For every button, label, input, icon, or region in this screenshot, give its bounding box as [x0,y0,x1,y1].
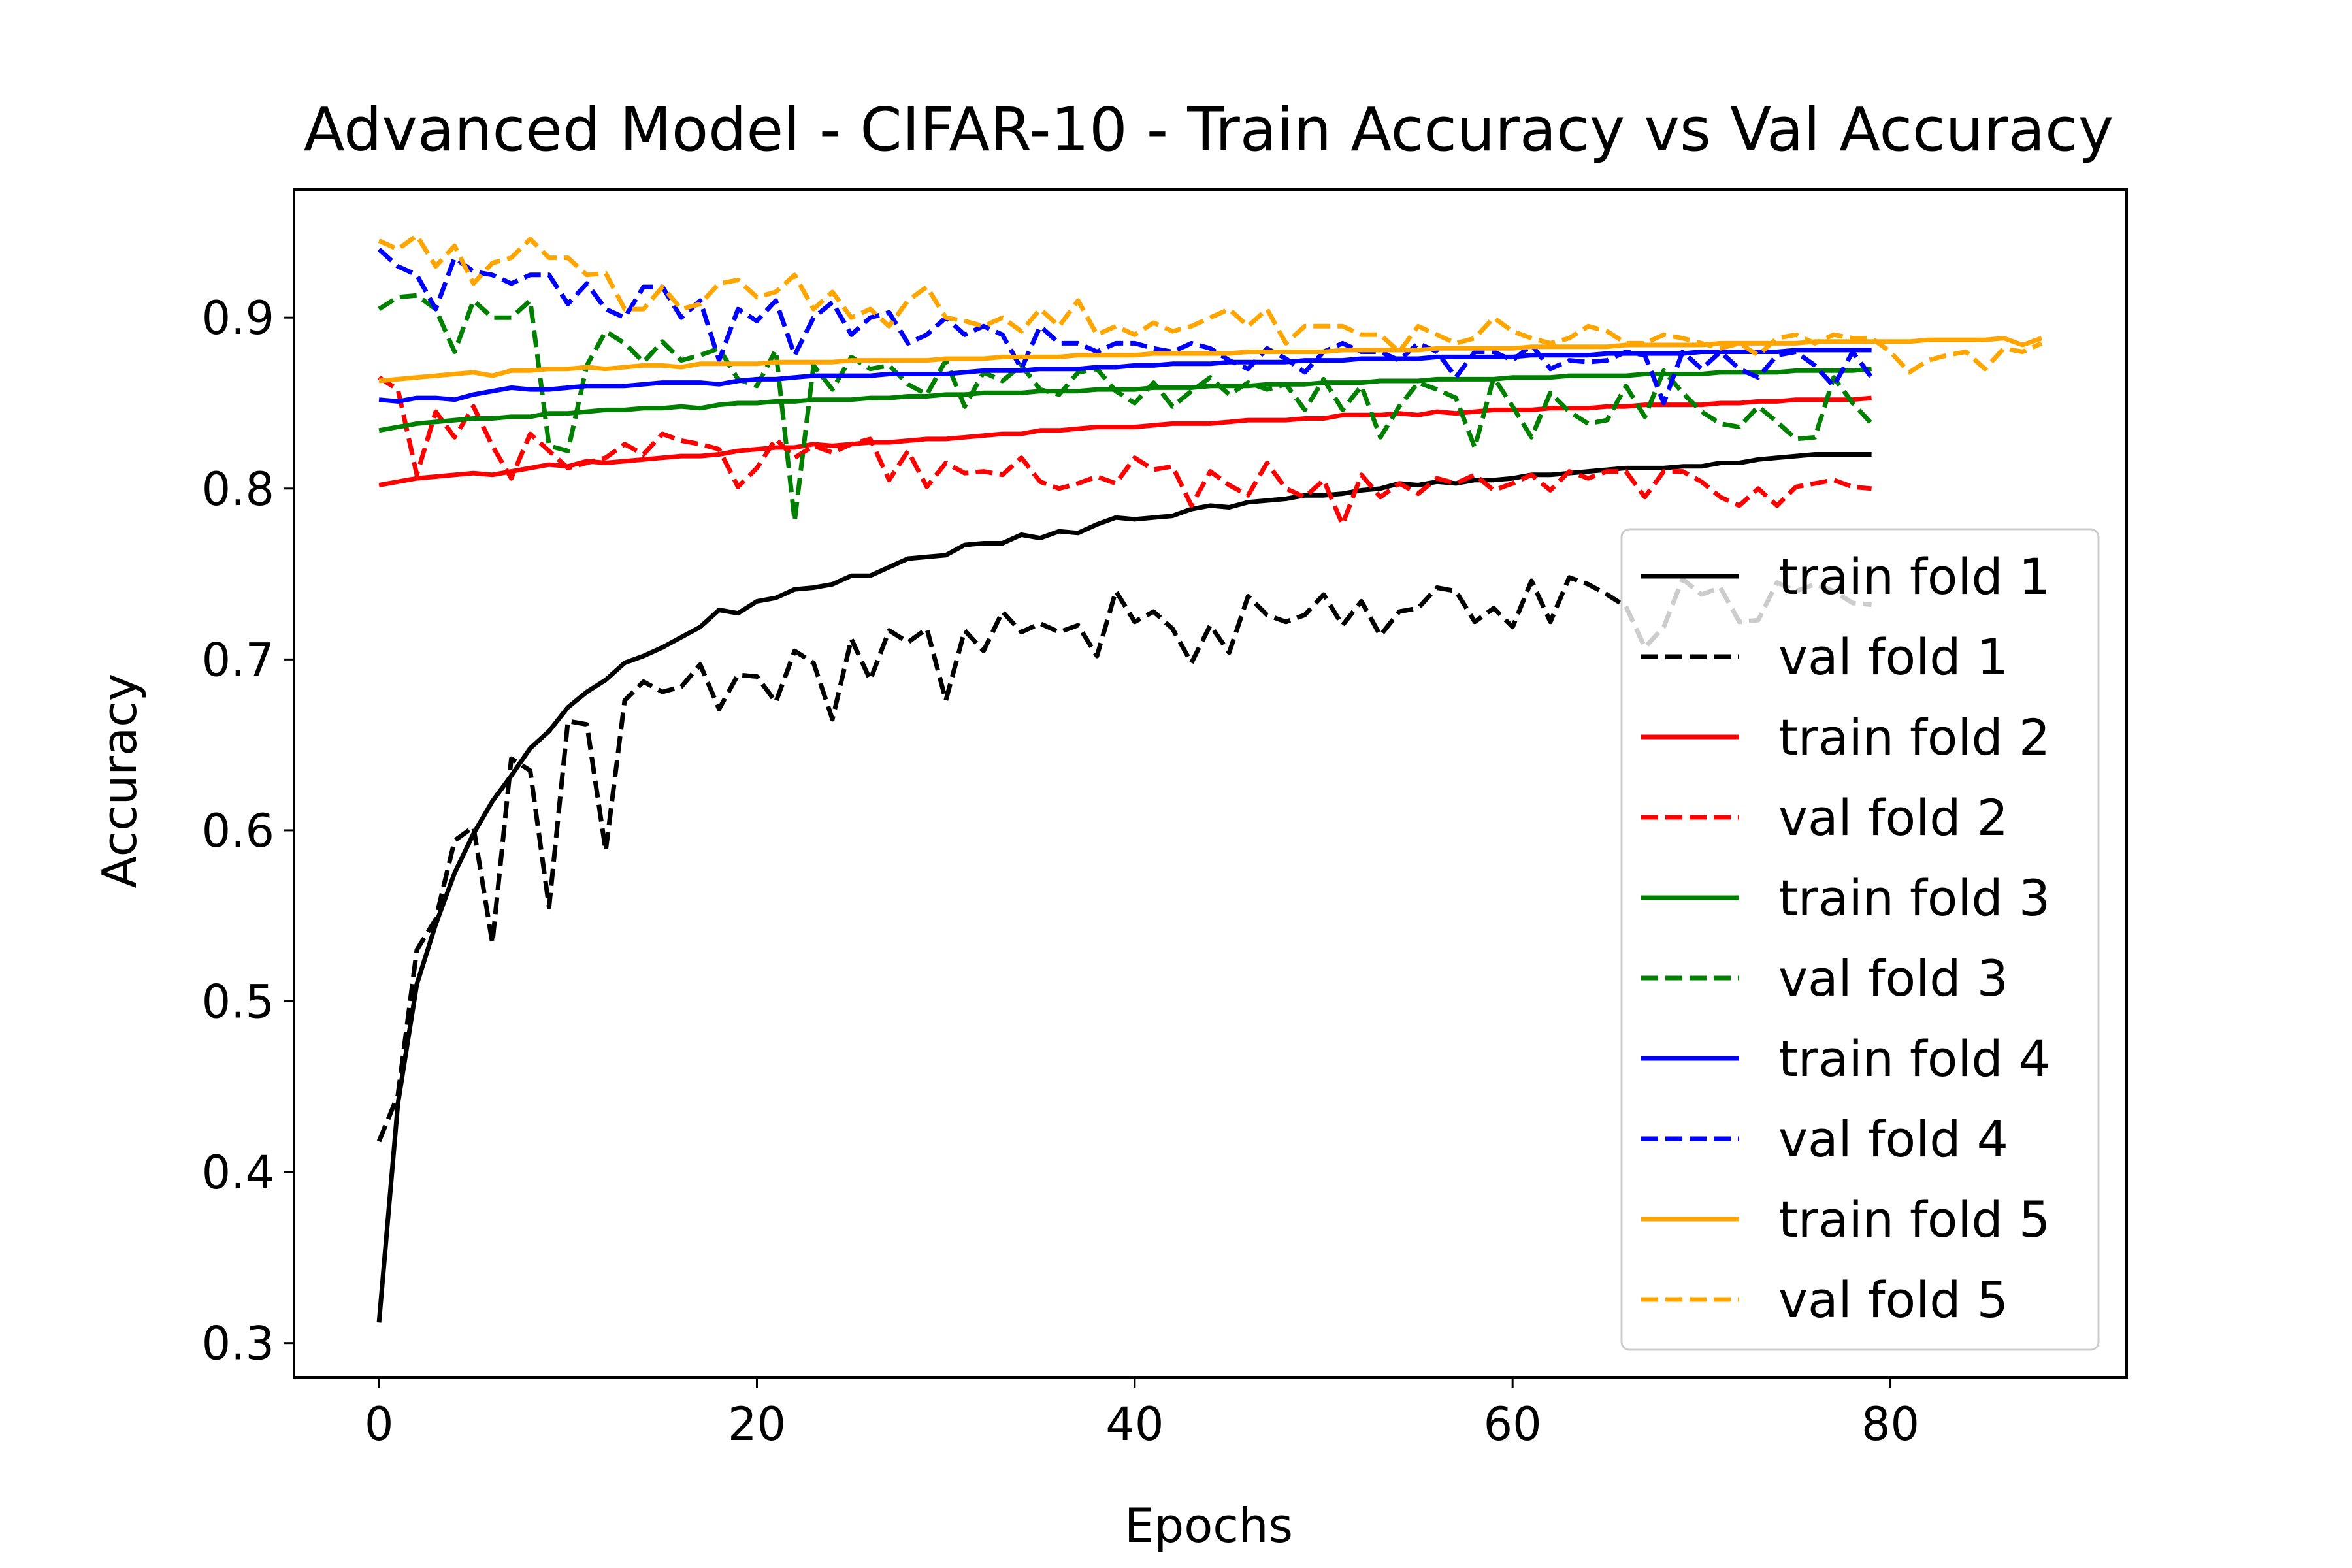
val-fold-2-line [378,375,1872,527]
val-fold-1-line [376,575,1872,1143]
train-fold-5-line [378,336,2043,384]
chart-title: Advanced Model - CIFAR-10 - Train Accura… [304,95,2114,165]
legend-label-val-fold-4: val fold 4 [1778,1110,2008,1168]
train-fold-2-line [378,395,1872,487]
axis-ticks: 0 20 40 60 80 0.3 0.4 0.5 0.6 0.7 0.8 0.9 [202,291,1919,1451]
legend-label-train-fold-2: train fold 2 [1778,708,2050,766]
legend-label-train-fold-1: train fold 1 [1778,547,2050,606]
legend-label-train-fold-3: train fold 3 [1778,869,2050,927]
x-tick-label: 20 [728,1397,786,1451]
x-tick-label: 60 [1484,1397,1542,1451]
val-fold-4-line [377,248,1874,406]
y-tick-label: 0.3 [202,1317,274,1371]
legend: train fold 1 val fold 1 train fold 2 val fo… [1620,528,2100,1351]
legend-label-val-fold-5: val fold 5 [1778,1271,2008,1329]
legend-box [1620,528,2100,1351]
train-fold-1-line [376,452,1872,1323]
y-tick-label: 0.7 [202,633,274,687]
x-tick-label: 80 [1861,1397,1919,1451]
y-tick-label: 0.5 [202,975,274,1029]
x-tick-label: 40 [1105,1397,1164,1451]
legend-label-val-fold-1: val fold 1 [1778,628,2008,686]
x-tick-label: 0 [365,1397,394,1451]
y-tick-label: 0.8 [202,463,274,516]
legend-label-val-fold-3: val fold 3 [1778,949,2008,1007]
legend-label-train-fold-4: train fold 4 [1778,1030,2050,1088]
y-axis-label: Accuracy [92,674,147,889]
plot-area [376,233,2043,1323]
legend-label-val-fold-2: val fold 2 [1778,789,2008,847]
val-fold-5-line [378,233,2043,375]
y-tick-label: 0.6 [202,804,274,858]
train-fold-3-line [378,367,1872,433]
x-axis-label: Epochs [1124,1498,1293,1553]
y-tick-label: 0.4 [202,1146,274,1200]
legend-label-train-fold-5: train fold 5 [1778,1190,2050,1249]
plot-frame [293,188,2128,1379]
y-tick-label: 0.9 [202,291,274,345]
